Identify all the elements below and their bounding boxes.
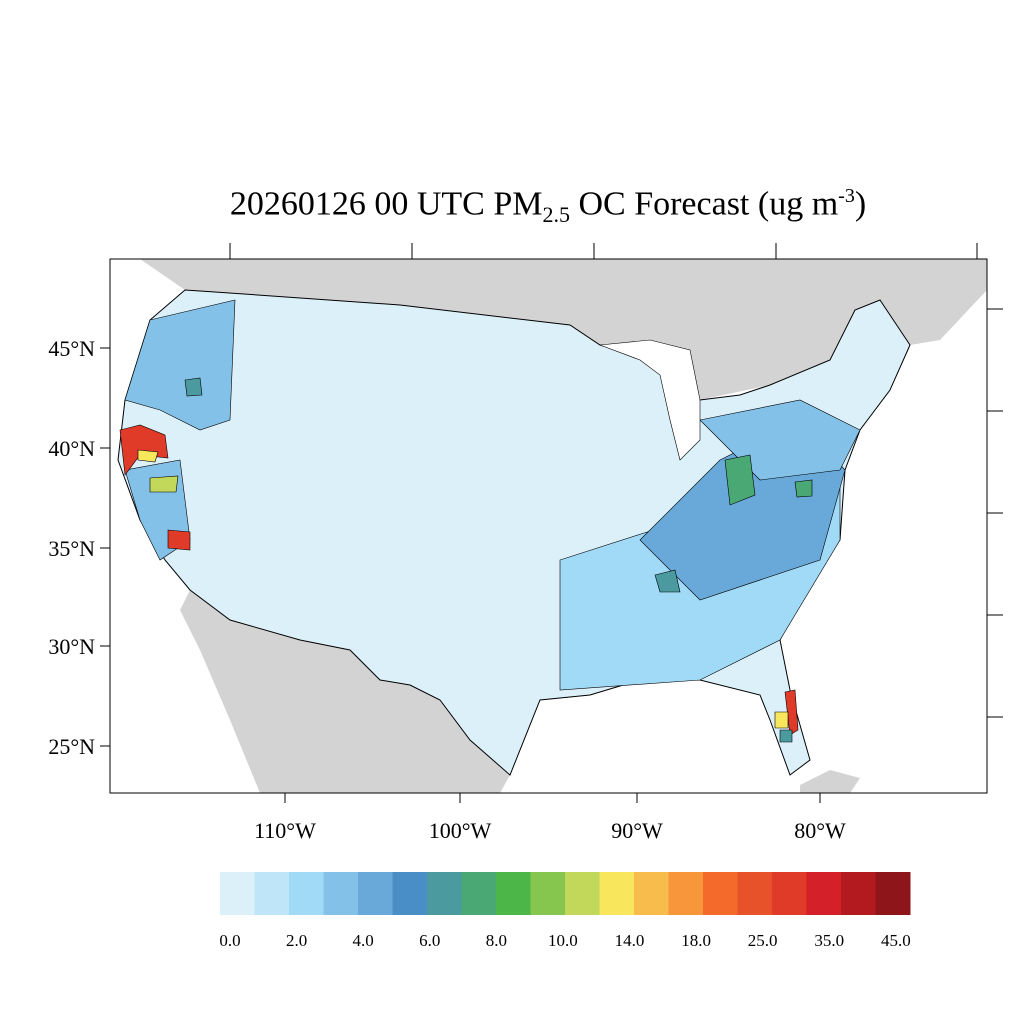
lon-label: 80°W	[794, 818, 846, 843]
lat-label: 35°N	[48, 536, 95, 561]
colorbar-swatch	[841, 872, 876, 915]
colorbar-swatch	[427, 872, 462, 915]
lat-label: 45°N	[48, 336, 95, 361]
colorbar-swatch	[806, 872, 842, 915]
lon-label: 110°W	[254, 818, 316, 843]
colorbar-swatch	[530, 872, 566, 915]
colorbar-swatch	[254, 872, 290, 915]
colorbar-swatch	[461, 872, 497, 915]
colorbar-swatch	[289, 872, 324, 915]
colorbar-swatch	[565, 872, 600, 915]
colorbar-swatch	[875, 872, 911, 915]
lat-label: 25°N	[48, 734, 95, 759]
colorbar-swatch	[668, 872, 704, 915]
great-lakes	[599, 339, 701, 461]
colorbar-label: 2.0	[286, 931, 307, 950]
colorbar-label: 10.0	[548, 931, 578, 950]
colorbar-label: 35.0	[814, 931, 844, 950]
lon-label: 100°W	[429, 818, 492, 843]
canada-land	[140, 259, 987, 400]
colorbar-label: 18.0	[681, 931, 711, 950]
colorbar-swatch	[358, 872, 393, 915]
map-frame	[109, 258, 988, 794]
colorbar-swatch	[599, 872, 635, 915]
mexico-land	[180, 590, 510, 793]
axis-ticks	[100, 243, 1003, 803]
colorbar-label: 0.0	[219, 931, 240, 950]
colorbar-swatch	[323, 872, 359, 915]
lon-label: 90°W	[611, 818, 663, 843]
colorbar-swatch	[220, 872, 255, 915]
concentration-regions	[119, 299, 861, 743]
colorbar-label: 45.0	[881, 931, 911, 950]
colorbar-label: 8.0	[486, 931, 507, 950]
colorbar-swatch	[772, 872, 807, 915]
colorbar-swatch	[496, 872, 531, 915]
colorbar-swatch	[392, 872, 428, 915]
colorbar-label: 25.0	[748, 931, 778, 950]
cuba-land	[800, 770, 860, 793]
map-title: 20260126 00 UTC PM2.5 OC Forecast (ug m-…	[229, 185, 867, 228]
colorbar-label: 6.0	[419, 931, 440, 950]
lat-label: 40°N	[48, 436, 95, 461]
colorbar-swatch	[703, 872, 738, 915]
colorbar-label: 14.0	[615, 931, 645, 950]
lat-label: 30°N	[48, 634, 95, 659]
colorbar: 0.0 2.0 4.0 6.0 8.0 10.0 14.0 18.0 25.0 35.0 45.0	[219, 872, 911, 950]
map-area	[110, 259, 987, 793]
colorbar-label: 4.0	[353, 931, 374, 950]
colorbar-swatch	[737, 872, 773, 915]
colorbar-swatch	[634, 872, 669, 915]
